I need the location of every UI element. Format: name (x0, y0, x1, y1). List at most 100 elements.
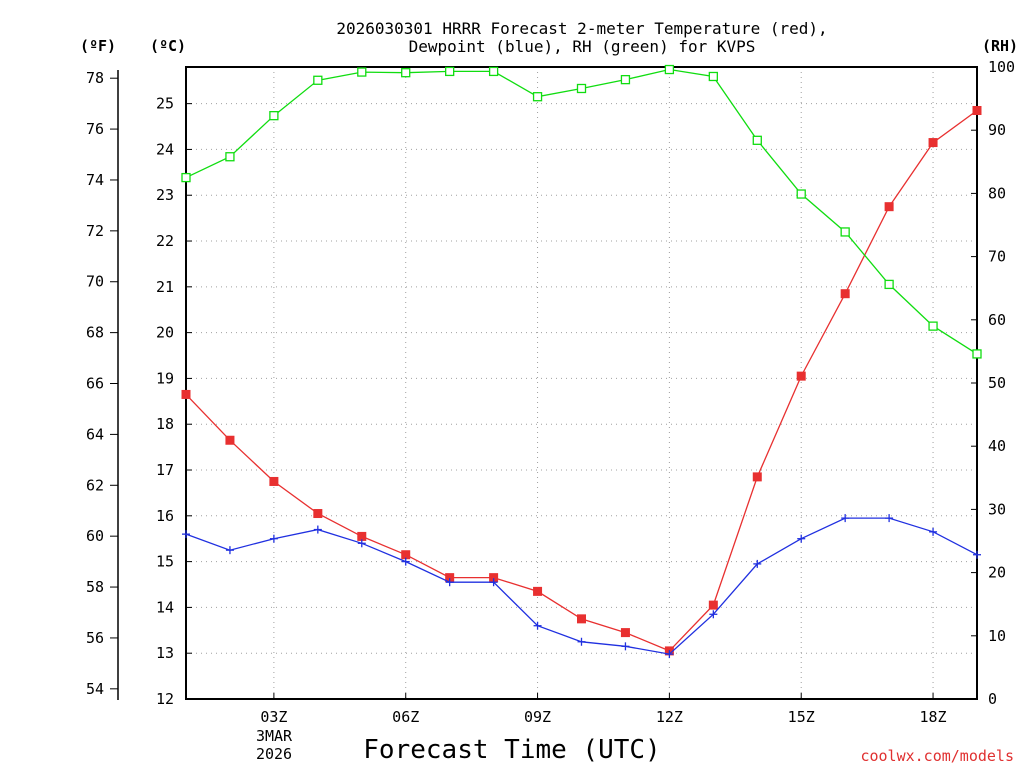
rh-tick-label: 50 (988, 374, 1006, 392)
temperature-point (928, 138, 938, 148)
fahrenheit-tick-label: 64 (86, 425, 104, 443)
rh-point (181, 172, 191, 183)
temperature-point (181, 389, 191, 399)
rh-tick-label: 80 (988, 184, 1006, 202)
rh-point (840, 227, 850, 237)
temperature-point (796, 371, 806, 381)
celsius-axis: 12 13 14 15 16 17 18 19 20 21 22 23 24 25 (156, 95, 192, 708)
dewpoint-point (357, 539, 366, 548)
rh-tick-label: 100 (988, 58, 1015, 76)
rh-tick-label: 0 (988, 690, 997, 708)
fahrenheit-tick-label: 68 (86, 324, 104, 342)
dewpoint-point (269, 534, 278, 543)
rh-series (181, 64, 982, 359)
fahrenheit-tick-label: 66 (86, 375, 104, 393)
temperature-point (884, 202, 894, 212)
celsius-tick-label: 18 (156, 415, 174, 433)
temperature-point (972, 106, 982, 116)
date-day-label: 3MAR (256, 727, 293, 745)
rh-tick-label: 20 (988, 564, 1006, 582)
fahrenheit-unit-label: (ºF) (80, 37, 116, 55)
chart-title-line1: 2026030301 HRRR Forecast 2-meter Tempera… (336, 19, 827, 38)
temperature-point (357, 531, 367, 541)
temperature-point (269, 476, 279, 486)
temperature-series (181, 106, 982, 656)
celsius-tick-label: 17 (156, 461, 174, 479)
dewpoint-point (885, 514, 894, 523)
celsius-tick-label: 21 (156, 278, 174, 296)
chart-title-line2: Dewpoint (blue), RH (green) for KVPS (409, 37, 756, 56)
rh-point (313, 75, 323, 85)
temperature-point (577, 614, 586, 624)
celsius-tick-label: 23 (156, 186, 174, 204)
rh-point (928, 321, 938, 331)
dewpoint-point (753, 559, 762, 568)
celsius-tick-label: 14 (156, 598, 174, 616)
rh-point (620, 74, 631, 85)
x-tick-label: 12Z (656, 708, 683, 726)
rh-point (401, 68, 411, 78)
dewpoint-point (533, 621, 542, 630)
rh-point (796, 189, 806, 199)
celsius-tick-label: 16 (156, 507, 174, 525)
dewpoint-point (313, 525, 322, 534)
fahrenheit-tick-label: 74 (86, 171, 104, 189)
rh-tick-label: 90 (988, 121, 1006, 139)
fahrenheit-tick-label: 62 (86, 476, 104, 494)
dewpoint-point (182, 530, 190, 539)
fahrenheit-tick-label: 70 (86, 273, 104, 291)
fahrenheit-tick-label: 78 (86, 69, 104, 87)
x-tick-label: 15Z (788, 708, 815, 726)
rh-axis: 0 10 20 30 40 50 60 70 80 90 100 (971, 58, 1015, 708)
rh-unit-label: (RH) (982, 37, 1018, 55)
rh-point (708, 71, 718, 82)
plot-frame (185, 66, 978, 700)
celsius-tick-label: 25 (156, 95, 174, 113)
temperature-point (401, 550, 411, 560)
temperature-point (752, 472, 762, 482)
rh-point (488, 66, 499, 77)
rh-tick-label: 60 (988, 311, 1006, 329)
rh-point (357, 67, 367, 77)
dewpoint-point (401, 557, 410, 566)
dewpoint-point (797, 534, 806, 543)
rh-point (269, 111, 279, 121)
rh-point (532, 92, 543, 102)
celsius-tick-label: 22 (156, 232, 174, 250)
dewpoint-point (445, 578, 454, 587)
rh-point (576, 83, 587, 94)
rh-point (884, 279, 894, 290)
dewpoint-line (185, 517, 978, 655)
fahrenheit-axis: 54 56 58 60 62 64 66 68 70 72 74 76 78 (86, 69, 118, 698)
fahrenheit-tick-label: 54 (86, 680, 104, 698)
dewpoint-point (973, 550, 981, 559)
x-axis-title: Forecast Time (UTC) (363, 735, 660, 765)
fahrenheit-tick-label: 76 (86, 120, 104, 138)
temperature-point (313, 509, 323, 519)
rh-point (752, 135, 762, 145)
celsius-tick-label: 20 (156, 324, 174, 342)
x-tick-label: 18Z (920, 708, 947, 726)
temperature-point (708, 600, 718, 610)
temperature-point (840, 289, 850, 299)
fahrenheit-tick-label: 58 (86, 578, 104, 596)
dewpoint-point (709, 610, 718, 619)
rh-tick-label: 40 (988, 437, 1006, 455)
dewpoint-point (841, 514, 850, 523)
dewpoint-point (621, 642, 630, 651)
temperature-point (225, 435, 235, 445)
dewpoint-point (577, 637, 586, 646)
celsius-tick-label: 24 (156, 140, 174, 158)
rh-point (225, 152, 235, 162)
dewpoint-point (225, 546, 234, 555)
fahrenheit-tick-label: 56 (86, 629, 104, 647)
temperature-point (533, 586, 543, 596)
celsius-tick-label: 15 (156, 553, 174, 571)
fahrenheit-tick-label: 60 (86, 527, 104, 545)
rh-point (445, 66, 455, 77)
temperature-point (620, 628, 630, 638)
date-year-label: 2026 (256, 745, 292, 763)
celsius-tick-label: 19 (156, 369, 174, 387)
dewpoint-series (182, 514, 981, 659)
